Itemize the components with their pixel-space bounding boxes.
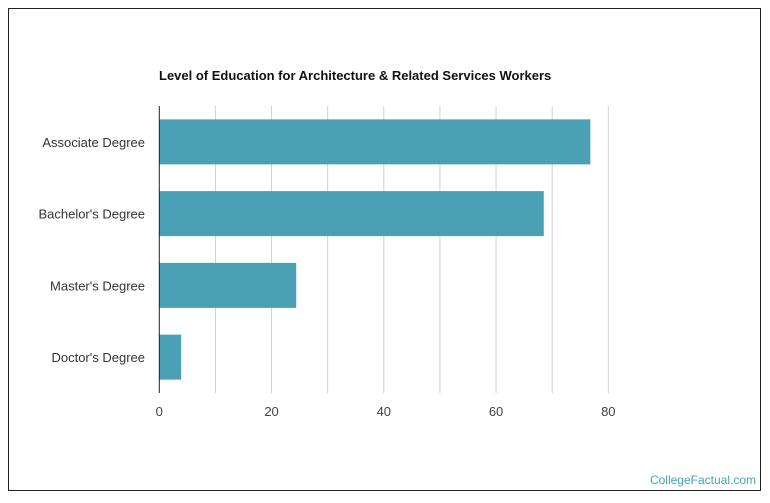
y-category-label: Associate Degree xyxy=(42,135,145,150)
y-category-label: Doctor's Degree xyxy=(51,350,145,365)
y-category-label: Master's Degree xyxy=(50,278,145,293)
x-tick-label: 80 xyxy=(601,404,615,419)
x-tick-label: 20 xyxy=(264,404,278,419)
chart-title: Level of Education for Architecture & Re… xyxy=(159,68,552,83)
bar-master-s-degree xyxy=(159,262,297,308)
chart-frame xyxy=(8,8,761,491)
bar-bachelor-s-degree xyxy=(159,191,544,237)
bar-associate-degree xyxy=(159,119,591,165)
x-tick-label: 0 xyxy=(156,404,163,419)
collegefactual-link[interactable]: CollegeFactual.com xyxy=(649,473,756,487)
x-tick-label: 40 xyxy=(377,404,391,419)
bar-doctor-s-degree xyxy=(159,334,182,380)
x-tick-label: 60 xyxy=(489,404,503,419)
y-category-label: Bachelor's Degree xyxy=(38,207,145,222)
